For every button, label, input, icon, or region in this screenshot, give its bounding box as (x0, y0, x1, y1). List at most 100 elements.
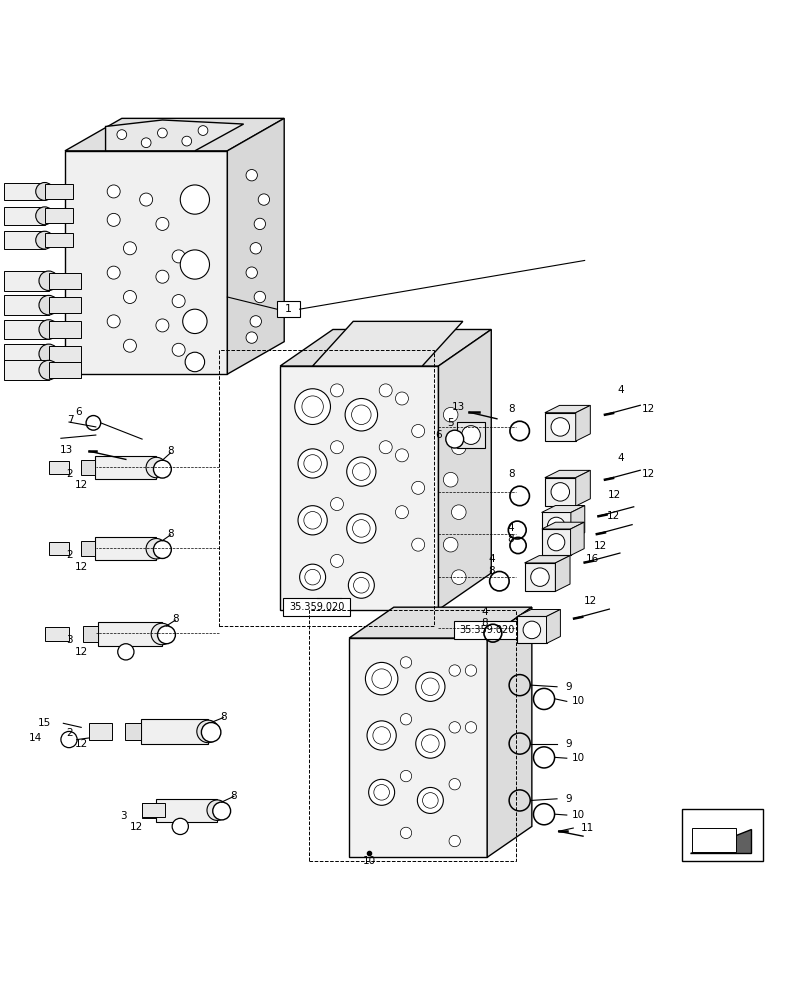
Circle shape (415, 729, 444, 758)
Polygon shape (555, 556, 569, 591)
Circle shape (139, 193, 152, 206)
Text: 13: 13 (60, 445, 73, 455)
Circle shape (345, 398, 377, 431)
Bar (4, 231, 45, 249)
Circle shape (246, 332, 257, 343)
Bar (45, 233, 73, 247)
Text: 10: 10 (571, 696, 584, 706)
Text: 8: 8 (230, 791, 237, 801)
Text: 35.359.020: 35.359.020 (459, 625, 514, 635)
Polygon shape (546, 609, 560, 643)
Polygon shape (541, 522, 583, 529)
Circle shape (367, 721, 396, 750)
FancyBboxPatch shape (277, 301, 299, 317)
Circle shape (353, 577, 369, 593)
Bar (49, 297, 81, 313)
Circle shape (415, 672, 444, 701)
Circle shape (156, 217, 169, 230)
Circle shape (107, 185, 120, 198)
Circle shape (39, 295, 58, 315)
Text: 5: 5 (447, 418, 453, 428)
Circle shape (172, 818, 188, 835)
Circle shape (368, 779, 394, 805)
Circle shape (157, 128, 167, 138)
Polygon shape (280, 329, 491, 366)
Bar (456, 422, 485, 448)
Circle shape (448, 835, 460, 847)
Text: 12: 12 (583, 596, 596, 606)
Circle shape (180, 250, 209, 279)
Circle shape (465, 665, 476, 676)
Bar (49, 321, 81, 338)
Bar (95, 456, 156, 479)
Text: 9: 9 (564, 739, 571, 749)
Circle shape (299, 564, 325, 590)
Text: 8: 8 (167, 529, 174, 539)
Text: 12: 12 (594, 541, 607, 551)
Bar (4, 320, 49, 339)
Circle shape (172, 250, 185, 263)
Bar (80, 541, 95, 556)
Circle shape (212, 802, 230, 820)
Text: 3: 3 (67, 635, 73, 645)
Circle shape (254, 291, 265, 303)
Text: 4: 4 (617, 453, 624, 463)
Text: 2: 2 (67, 469, 73, 479)
Circle shape (421, 735, 439, 752)
Bar (125, 723, 141, 740)
Bar (83, 626, 98, 642)
Circle shape (395, 392, 408, 405)
Circle shape (86, 416, 101, 430)
Text: 10: 10 (571, 753, 584, 763)
Circle shape (461, 426, 480, 444)
Bar (308, 610, 515, 861)
Circle shape (400, 827, 411, 839)
Circle shape (123, 339, 136, 352)
Circle shape (421, 678, 439, 696)
Circle shape (451, 570, 466, 584)
Text: 8: 8 (220, 712, 226, 722)
Circle shape (443, 537, 457, 552)
Circle shape (246, 170, 257, 181)
Circle shape (250, 316, 261, 327)
Circle shape (146, 538, 166, 559)
Polygon shape (575, 405, 590, 441)
Bar (89, 723, 112, 740)
Circle shape (465, 722, 476, 733)
Polygon shape (487, 607, 531, 857)
Text: 8: 8 (481, 618, 487, 628)
Text: 12: 12 (607, 490, 620, 500)
Polygon shape (105, 120, 243, 151)
Bar (45, 184, 73, 199)
Bar (95, 537, 156, 560)
Text: 2: 2 (67, 550, 73, 560)
Circle shape (411, 481, 424, 494)
Circle shape (151, 623, 173, 645)
Bar (49, 273, 81, 289)
Circle shape (294, 389, 330, 424)
Circle shape (39, 344, 58, 364)
Circle shape (123, 242, 136, 255)
Text: 16: 16 (586, 554, 599, 564)
Polygon shape (570, 506, 584, 539)
FancyBboxPatch shape (283, 598, 350, 616)
Circle shape (530, 568, 548, 586)
Bar (49, 362, 81, 378)
Text: 3: 3 (120, 811, 127, 821)
Circle shape (346, 514, 375, 543)
Circle shape (365, 662, 397, 695)
Circle shape (117, 130, 127, 139)
Circle shape (417, 787, 443, 813)
Circle shape (373, 785, 389, 800)
Text: 15: 15 (38, 718, 51, 728)
Text: 8: 8 (167, 446, 174, 456)
Circle shape (298, 506, 327, 535)
Circle shape (443, 472, 457, 487)
Circle shape (258, 194, 269, 205)
Text: 12: 12 (641, 404, 654, 414)
Polygon shape (65, 118, 284, 151)
Bar (541, 529, 570, 555)
Text: 9: 9 (564, 682, 571, 692)
Text: 12: 12 (75, 480, 88, 490)
Polygon shape (312, 321, 462, 366)
